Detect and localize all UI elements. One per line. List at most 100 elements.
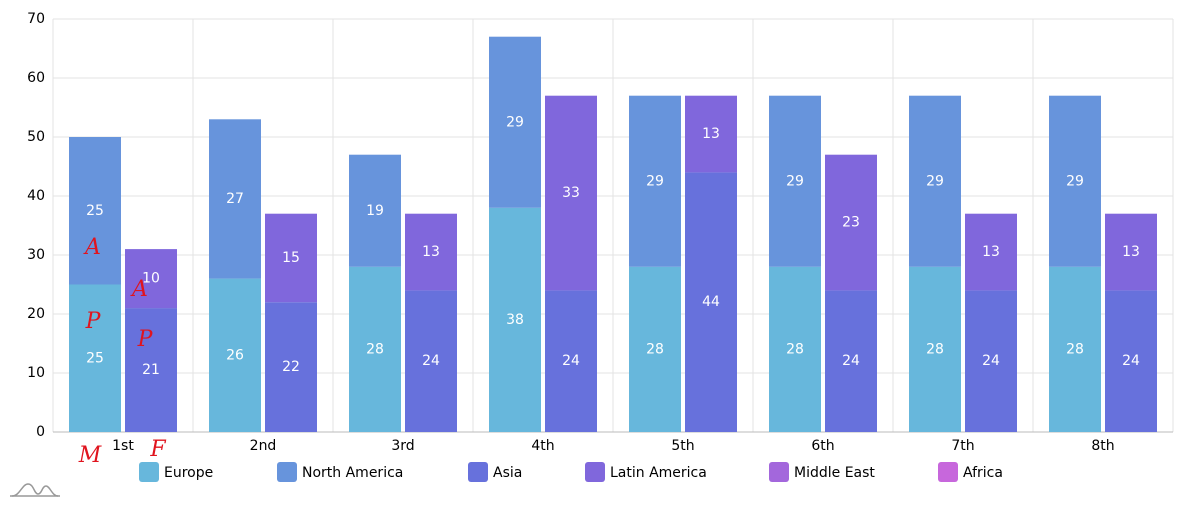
bar-segment — [209, 278, 261, 432]
value-label: 29 — [1066, 173, 1084, 189]
value-label: 28 — [1066, 341, 1084, 357]
annotation: M — [78, 443, 102, 468]
bar-segment — [1105, 213, 1157, 291]
value-label: 13 — [422, 244, 440, 260]
legend-label: North America — [302, 465, 403, 481]
logo — [10, 483, 60, 497]
x-tick-label: 7th — [951, 438, 974, 454]
value-label: 29 — [646, 173, 664, 189]
value-label: 19 — [366, 203, 384, 219]
bar-segment — [545, 290, 597, 432]
value-label: 24 — [422, 353, 440, 369]
legend-swatch — [938, 462, 958, 482]
y-tick-label: 20 — [27, 306, 45, 322]
bar-segment — [349, 266, 401, 432]
bar-segment — [629, 266, 681, 432]
value-label: 15 — [282, 250, 300, 266]
x-tick-label: 1st — [112, 438, 134, 454]
value-label: 24 — [982, 353, 1000, 369]
value-label: 13 — [1122, 244, 1140, 260]
value-label: 38 — [506, 312, 524, 328]
bar-segment — [125, 308, 177, 432]
bar-segment — [349, 154, 401, 267]
legend-swatch — [585, 462, 605, 482]
bar-segment — [769, 266, 821, 432]
bar-segment — [405, 213, 457, 291]
annotation: P — [85, 309, 102, 334]
bar-segment — [965, 213, 1017, 291]
value-label: 26 — [226, 347, 244, 363]
value-label: 29 — [786, 173, 804, 189]
bar-segment — [909, 266, 961, 432]
legend-label: Europe — [164, 465, 213, 481]
bar-segment — [685, 172, 737, 432]
y-tick-label: 40 — [27, 188, 45, 204]
legend-label: Asia — [493, 465, 522, 481]
x-tick-label: 2nd — [250, 438, 277, 454]
value-label: 28 — [646, 341, 664, 357]
bar-segment — [489, 207, 541, 432]
value-label: 24 — [1122, 353, 1140, 369]
value-label: 25 — [86, 203, 104, 219]
value-label: 33 — [562, 185, 580, 201]
bar-segment — [825, 290, 877, 432]
x-tick-label: 4th — [531, 438, 554, 454]
x-tick-label: 8th — [1091, 438, 1114, 454]
legend-swatch — [277, 462, 297, 482]
value-label: 29 — [506, 114, 524, 130]
y-tick-label: 0 — [36, 424, 45, 440]
legend-label: Latin America — [610, 465, 707, 481]
legend-swatch — [139, 462, 159, 482]
value-label: 28 — [786, 341, 804, 357]
legend-label: Africa — [963, 465, 1003, 481]
bar-segment — [629, 95, 681, 267]
y-tick-label: 30 — [27, 247, 45, 263]
value-label: 22 — [282, 359, 300, 375]
legend-label: Middle East — [794, 465, 875, 481]
bar-segment — [1049, 95, 1101, 267]
bar-segment — [825, 154, 877, 291]
bar-segment — [209, 119, 261, 279]
x-tick-label: 3rd — [391, 438, 414, 454]
legend-swatch — [468, 462, 488, 482]
y-tick-label: 50 — [27, 129, 45, 145]
y-tick-label: 10 — [27, 365, 45, 381]
bar-segment — [69, 284, 121, 432]
bar-segment — [265, 213, 317, 303]
bar-segment — [965, 290, 1017, 432]
value-label: 27 — [226, 191, 244, 207]
value-label: 24 — [562, 353, 580, 369]
bar-segment — [489, 36, 541, 208]
value-label: 10 — [142, 271, 160, 287]
annotation: A — [83, 235, 101, 260]
value-label: 25 — [86, 350, 104, 366]
value-label: 21 — [142, 362, 160, 378]
value-label: 13 — [982, 244, 1000, 260]
value-label: 29 — [926, 173, 944, 189]
bar-segment — [545, 95, 597, 291]
legend-swatch — [769, 462, 789, 482]
bar-segment — [265, 302, 317, 432]
y-tick-label: 70 — [27, 11, 45, 27]
value-label: 23 — [842, 215, 860, 231]
value-label: 28 — [366, 341, 384, 357]
annotation: A — [130, 277, 148, 302]
bar-segment — [1049, 266, 1101, 432]
bar-segment — [1105, 290, 1157, 432]
annotation: F — [149, 437, 166, 462]
bar-segment — [769, 95, 821, 267]
value-label: 13 — [702, 126, 720, 142]
annotation: P — [137, 327, 154, 352]
y-tick-label: 60 — [27, 70, 45, 86]
value-label: 44 — [702, 294, 720, 310]
bar-segment — [685, 95, 737, 173]
value-label: 28 — [926, 341, 944, 357]
x-tick-label: 5th — [671, 438, 694, 454]
bar-segment — [69, 137, 121, 285]
x-tick-label: 6th — [811, 438, 834, 454]
bar-segment — [909, 95, 961, 267]
bar-segment — [405, 290, 457, 432]
value-label: 24 — [842, 353, 860, 369]
bar-segment — [125, 249, 177, 309]
